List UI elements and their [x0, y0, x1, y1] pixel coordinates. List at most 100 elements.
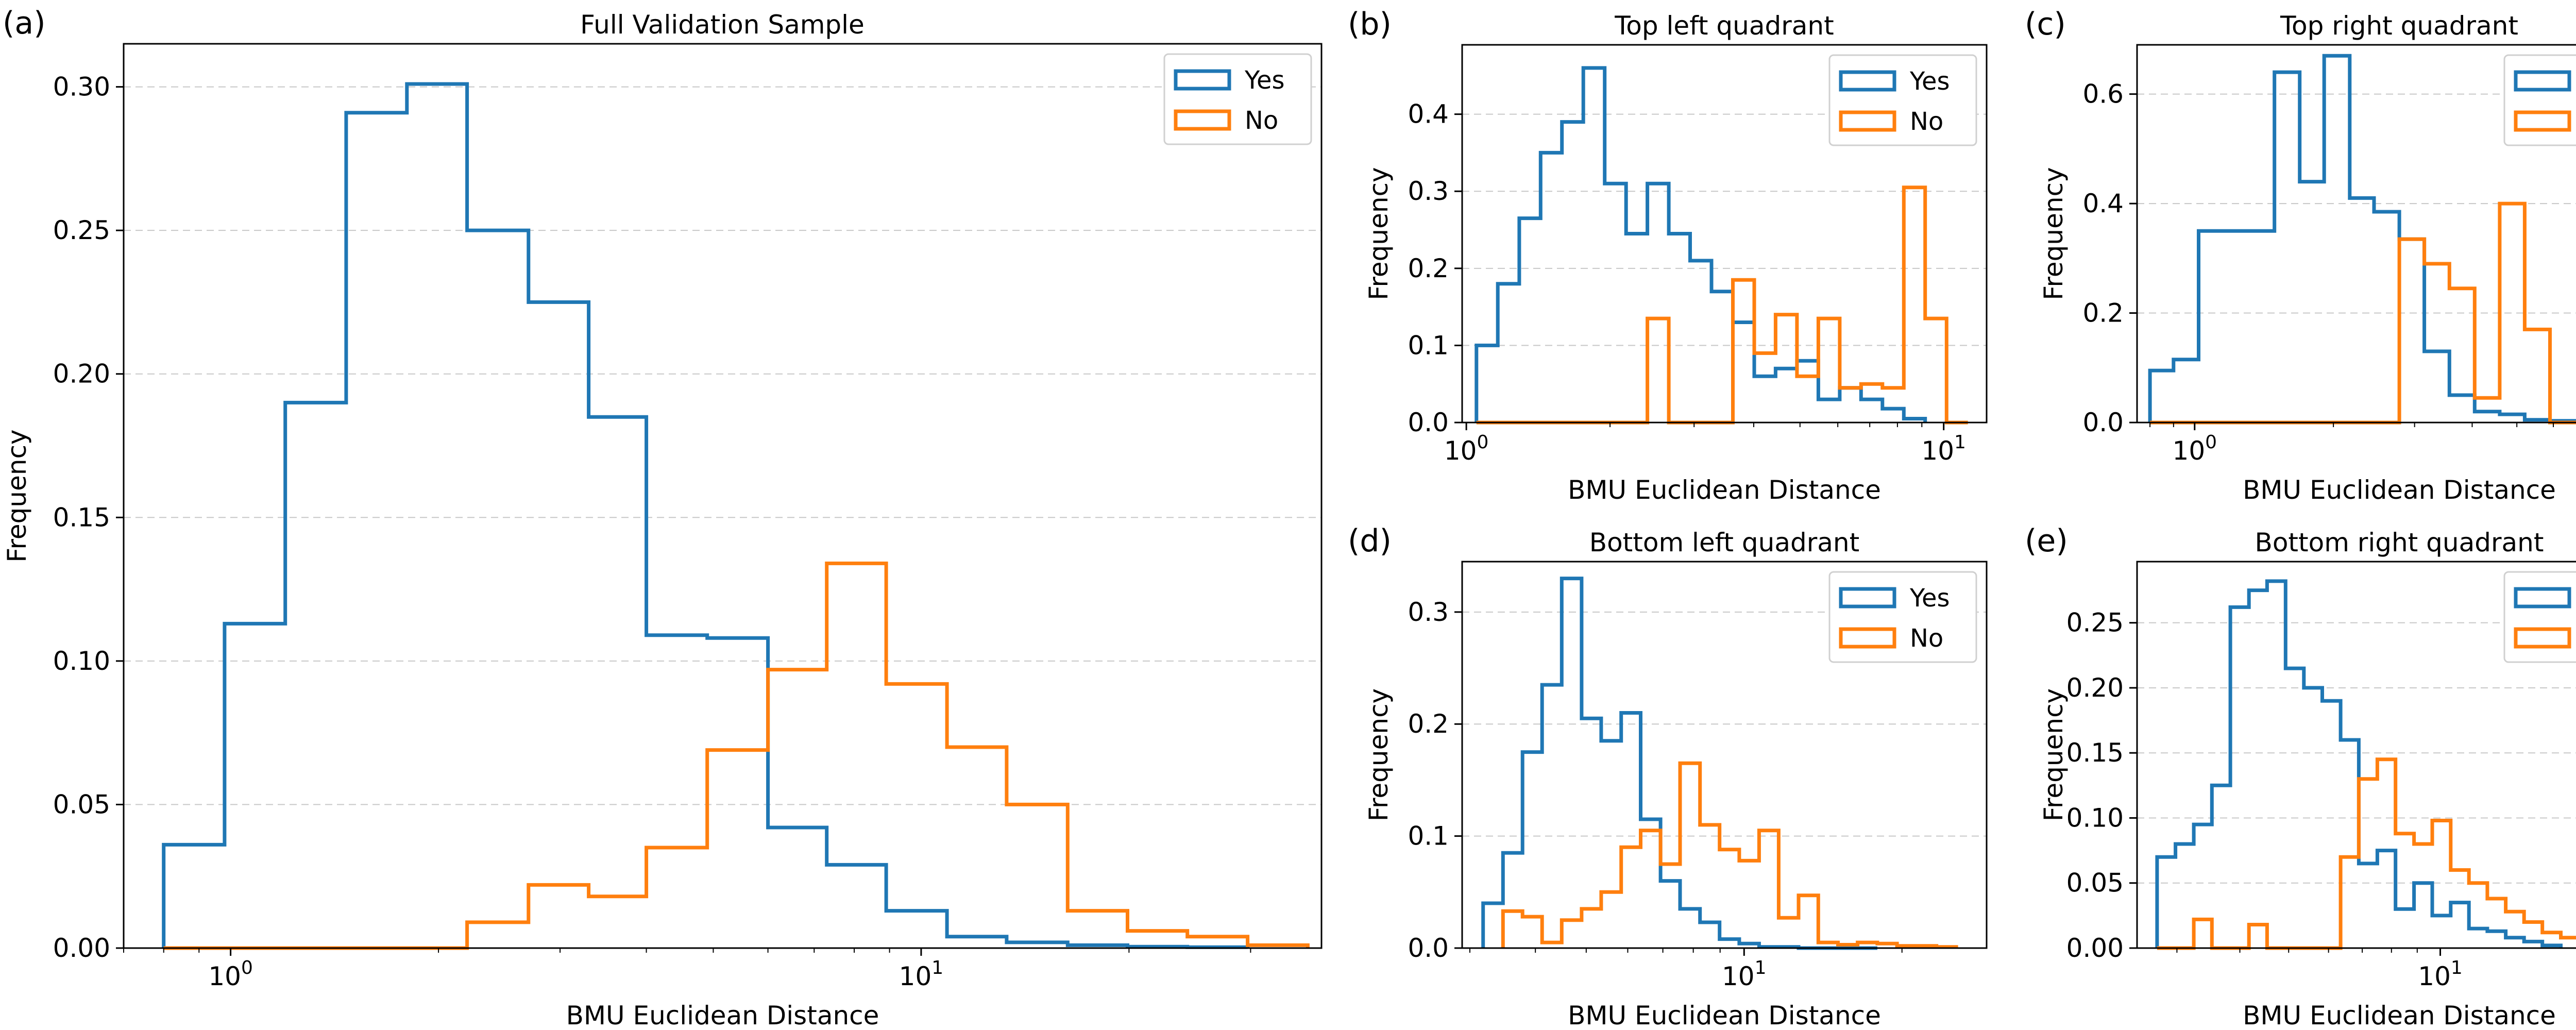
y-axis-label: Frequency	[2039, 167, 2069, 300]
x-tick-exponent: 1	[1954, 432, 1966, 453]
y-tick-label: 0.15	[53, 502, 110, 532]
legend-swatch-yes	[1839, 70, 1896, 92]
y-tick-label: 0.25	[2066, 608, 2124, 638]
y-tick-label: 0.10	[2066, 803, 2124, 833]
x-tick-label: 101	[899, 957, 944, 991]
y-tick-label: 0.30	[53, 72, 110, 102]
x-tick-exponent: 1	[931, 957, 943, 978]
panel-label: (d)	[1348, 523, 1392, 559]
panel-title: Bottom left quadrant	[1589, 528, 1859, 558]
legend-box	[1163, 53, 1312, 145]
x-tick-label: 100	[2173, 432, 2217, 466]
y-tick-label: 0.2	[2082, 298, 2124, 328]
panel-label: (b)	[1348, 6, 1392, 42]
x-axis-label: BMU Euclidean Distance	[566, 1001, 879, 1030]
y-tick-label: 0.2	[1408, 709, 1449, 739]
legend-label-no: No	[1910, 624, 1943, 653]
legend-box	[2503, 571, 2576, 663]
y-axis-label: Frequency	[1364, 167, 1394, 300]
x-tick-base: 10	[899, 961, 932, 991]
legend-swatch-yes	[2514, 587, 2571, 609]
y-tick-label: 0.05	[2066, 868, 2124, 898]
y-tick-label: 0.25	[53, 215, 110, 245]
panel-title: Full Validation Sample	[580, 10, 865, 40]
x-tick-exponent: 0	[1477, 432, 1488, 453]
panel-label: (c)	[2025, 6, 2066, 42]
x-axis-label: BMU Euclidean Distance	[2243, 475, 2556, 505]
legend-swatch-yes	[1839, 587, 1896, 609]
legend-swatch-yes	[1174, 69, 1231, 91]
legend-swatch-no	[1174, 109, 1231, 131]
legend: Yes No	[1163, 53, 1312, 145]
legend-swatch-no	[1839, 110, 1896, 132]
y-tick-label: 0.3	[1408, 597, 1449, 627]
y-tick-label: 0.00	[2066, 933, 2124, 963]
plot-frame	[2136, 561, 2576, 949]
x-tick-label: 101	[1722, 957, 1767, 991]
y-tick-label: 0.1	[1408, 821, 1449, 851]
y-tick-label: 0.1	[1408, 330, 1449, 360]
legend-label-yes: Yes	[1909, 584, 1950, 613]
series-no-outline	[1476, 185, 1968, 425]
x-axis-label: BMU Euclidean Distance	[1568, 1001, 1881, 1030]
x-tick-label: 101	[2418, 957, 2463, 991]
y-tick-label: 0.4	[2082, 189, 2124, 218]
legend-swatch-no	[1839, 627, 1896, 649]
panel-c: 0.00.20.40.6100101(c)Top right quadrantB…	[2025, 6, 2576, 505]
legend-swatch-yes	[2514, 70, 2571, 92]
y-tick-label: 0.05	[53, 789, 110, 819]
legend-box	[1828, 571, 1977, 663]
series-yes-outline	[2155, 579, 2563, 948]
y-tick-label: 0.20	[2066, 673, 2124, 703]
legend: Yes No	[1828, 54, 1977, 146]
x-axis-label: BMU Euclidean Distance	[1568, 475, 1881, 505]
y-axis-label: Frequency	[2, 429, 32, 562]
y-tick-label: 0.00	[53, 933, 110, 963]
series-yes-outline	[162, 82, 1250, 949]
y-tick-label: 0.3	[1408, 176, 1449, 206]
y-tick-label: 0.2	[1408, 254, 1449, 283]
y-axis-label: Frequency	[2039, 688, 2069, 821]
legend-label-yes: Yes	[1909, 67, 1950, 96]
plot-frame	[1461, 561, 1988, 949]
panel-label: (a)	[3, 5, 46, 41]
x-tick-exponent: 0	[2205, 432, 2217, 453]
panel-title: Top left quadrant	[1614, 11, 1834, 41]
panel-title: Bottom right quadrant	[2255, 528, 2544, 558]
x-tick-base: 10	[1444, 436, 1477, 466]
x-tick-label: 100	[1444, 432, 1489, 466]
legend-swatch-no	[2514, 110, 2571, 132]
panel-e: 0.00 0.05 0.10 0.15 0.20 0.25 101 (e) Bottom rig…	[2025, 523, 2576, 1030]
panel-title: Top right quadrant	[2280, 11, 2518, 41]
x-tick-label: 101	[1921, 432, 1966, 466]
legend-label-no: No	[1245, 106, 1278, 135]
y-tick-label: 0.0	[1408, 933, 1449, 963]
x-axis-label: BMU Euclidean Distance	[2243, 1001, 2556, 1030]
panel-d: 0.0 0.1 0.2 0.3 101 (d) Bottom left quadrant BM…	[1348, 523, 1988, 1030]
y-tick-label: 0.4	[1408, 99, 1449, 129]
series-no-outline	[163, 561, 1310, 950]
x-tick-label: 100	[208, 957, 253, 991]
x-tick-exponent: 1	[1755, 957, 1767, 978]
series-no-outline	[1501, 761, 1958, 949]
y-tick-label: 0.0	[2082, 408, 2124, 437]
x-tick-base: 10	[2418, 961, 2451, 991]
plot-frame	[1461, 44, 1988, 424]
series-no-outline	[2157, 757, 2576, 950]
y-tick-label: 0.15	[2066, 738, 2124, 768]
x-tick-exponent: 0	[241, 957, 253, 978]
legend-box	[2503, 54, 2576, 146]
legend-label-yes: Yes	[1244, 66, 1284, 95]
x-tick-exponent: 1	[2451, 957, 2463, 978]
x-tick-base: 10	[2173, 436, 2206, 466]
y-tick-label: 0.10	[53, 646, 110, 676]
plot-frame	[123, 43, 1323, 949]
legend-label-no: No	[1910, 107, 1943, 136]
y-tick-label: 0.6	[2082, 79, 2124, 109]
legend-box	[1828, 54, 1977, 146]
